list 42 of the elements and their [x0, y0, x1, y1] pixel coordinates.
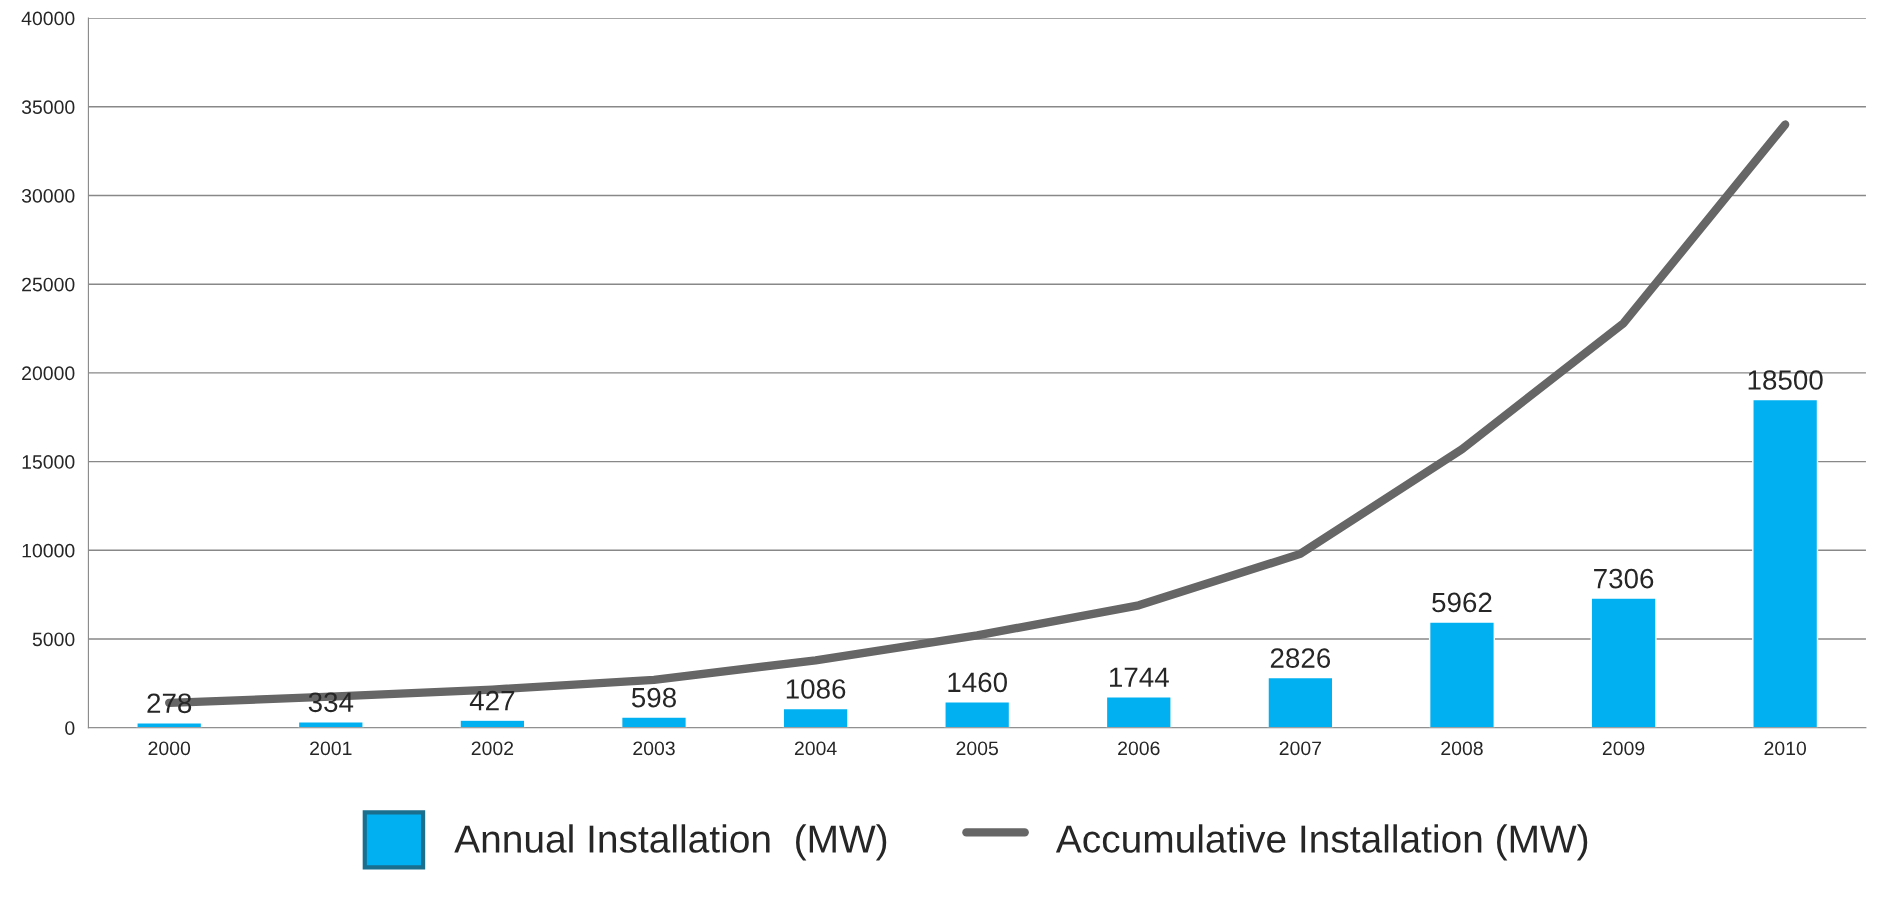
- data-label: 5962: [1432, 592, 1492, 613]
- x-tick-label: 2009: [1602, 741, 1645, 756]
- x-tick-label: 2003: [633, 741, 675, 756]
- x-tick-label: 2008: [1441, 741, 1483, 756]
- bar: [1267, 676, 1334, 728]
- data-label: 598: [631, 687, 676, 708]
- y-tick-label: 40000: [21, 11, 75, 26]
- legend-label: Accumulative Installation (MW): [1055, 824, 1588, 861]
- x-tick-label: 2001: [310, 741, 352, 756]
- x-tick-label: 2005: [956, 741, 998, 756]
- data-label: 18500: [1748, 370, 1823, 390]
- bar: [1590, 597, 1657, 728]
- bar: [782, 707, 849, 728]
- data-label: 1744: [1110, 667, 1169, 687]
- x-tick-label: 2000: [148, 741, 191, 756]
- x-tick-label: 2010: [1764, 741, 1807, 756]
- y-tick-label: 20000: [22, 366, 75, 381]
- data-label: 2826: [1270, 648, 1331, 668]
- y-tick-label: 0: [65, 721, 75, 735]
- y-tick-label: 5000: [32, 632, 75, 647]
- x-tick-label: 2007: [1279, 741, 1322, 756]
- bar: [620, 716, 688, 728]
- y-tick-label: 15000: [22, 455, 75, 469]
- bar: [944, 701, 1011, 728]
- data-label: 278: [147, 693, 192, 714]
- data-label: 1460: [948, 672, 1007, 693]
- y-tick-label: 30000: [21, 188, 75, 203]
- bar: [1428, 621, 1495, 728]
- y-tick-label: 25000: [22, 277, 75, 292]
- bar: [297, 721, 364, 728]
- data-label: 1086: [786, 679, 846, 699]
- y-tick-label: 10000: [22, 543, 75, 558]
- x-tick-label: 2006: [1118, 741, 1160, 756]
- data-label: 427: [469, 690, 515, 711]
- data-label: 7306: [1594, 568, 1654, 589]
- bar: [1752, 398, 1819, 728]
- x-tick-label: 2002: [471, 741, 514, 756]
- y-tick-label: 35000: [21, 100, 75, 115]
- bar: [459, 719, 526, 728]
- x-tick-label: 2004: [794, 741, 837, 756]
- legend-label: Annual Installation (MW): [454, 824, 887, 861]
- bar: [1105, 696, 1172, 728]
